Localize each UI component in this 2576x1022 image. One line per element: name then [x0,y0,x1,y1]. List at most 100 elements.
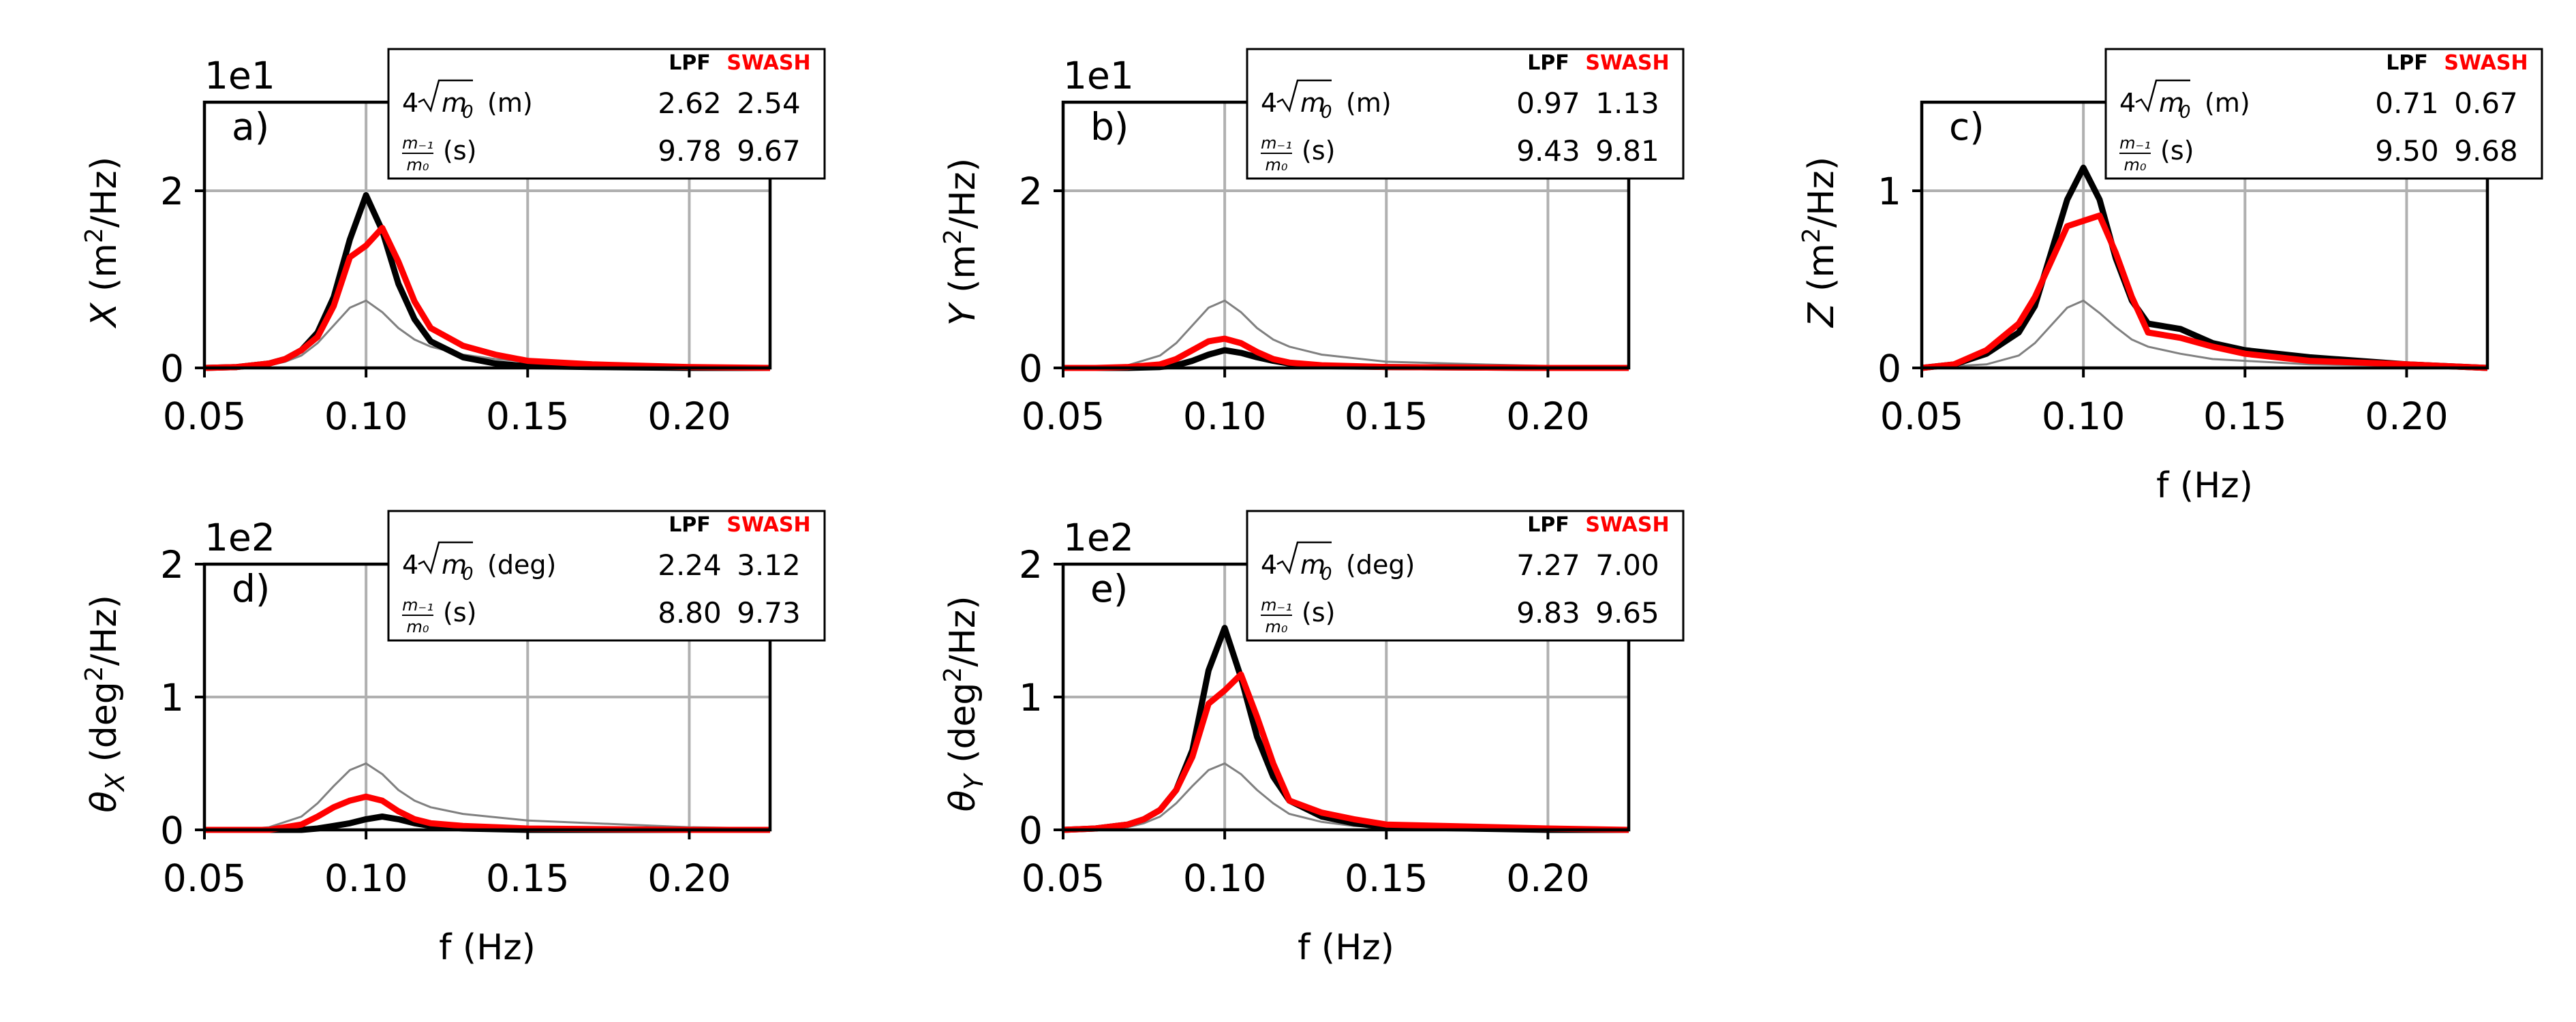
sqrt-sign-icon [1276,79,1332,113]
fraction-numerator: m₋₁ [402,595,433,615]
y-axis-label: X (m2/Hz) [80,157,125,329]
y-tick-label: 0 [160,809,184,852]
table-header-lpf: LPF [2386,51,2428,75]
stats-table-box [1246,48,1685,180]
x-tick-label: 0.15 [2203,394,2286,438]
stats-table: LPF SWASH 4 m0 (deg) 2.24 3.12 m₋₁ m₀ (s) 8.80 9.73 [387,510,826,642]
table-value-lpf: 9.78 [658,134,722,168]
table-value-swash: 1.13 [1595,87,1659,120]
chart-panel-d: 0.05 0.10 0.15 0.20 0 1 2 θX (deg2/Hz) 1e2 f (Hz)… [80,510,826,968]
stats-table: LPF SWASH 4 m0 (deg) 7.27 7.00 m₋₁ m₀ (s) 9.83 9.65 [1246,510,1685,642]
x-tick-label: 0.05 [163,394,246,438]
x-tick-label: 0.20 [1506,856,1589,900]
x-tick-label: 0.15 [486,394,569,438]
x-tick-label: 0.15 [1345,394,1428,438]
table-value-swash: 9.65 [1595,596,1659,630]
table-value-lpf: 2.24 [658,548,722,582]
stats-table-box [387,48,826,180]
table-header-swash: SWASH [1585,51,1669,75]
y-tick-label: 2 [160,543,184,587]
fraction-numerator: m₋₁ [1261,595,1292,615]
table-value-swash: 9.67 [737,134,801,168]
y-tick-label: 1 [160,676,184,719]
panel-tag: e) [1090,567,1128,610]
x-tick-label: 0.10 [324,856,408,900]
chart-panel-a: 0.05 0.10 0.15 0.20 0 2 X (m2/Hz) 1e1 a) LPF SWASH… [80,48,826,438]
sqrt-sign-icon [1276,541,1332,575]
panel-tag: d) [232,567,270,610]
x-axis-label: f (Hz) [2156,465,2253,506]
fraction-denominator: m₀ [407,155,429,174]
fraction-denominator: m₀ [1266,155,1288,174]
series-line-reference [1921,299,2488,369]
table-header-swash: SWASH [2444,51,2528,75]
table-value-swash: 2.54 [737,87,801,120]
axis-exponent-label: 1e2 [1063,516,1134,559]
chart-panel-b: 0.05 0.10 0.15 0.20 0 2 Y (m2/Hz) 1e1 b) LPF SWASH… [939,48,1685,438]
panel-tag: a) [232,105,269,149]
stats-table: LPF SWASH 4 m0 (m) 2.62 2.54 m₋₁ m₀ (s) 9.78 9.67 [387,48,826,180]
axis-exponent-label: 1e1 [204,54,275,97]
row-label-prefix: 4 [402,550,418,580]
fraction-denominator: m₀ [407,617,429,636]
sqrt-sign-icon [2135,79,2190,113]
table-value-swash: 7.00 [1595,548,1659,582]
series-line-lpf [1062,625,1629,833]
row-label-unit: (deg) [1346,550,1415,580]
fraction-numerator: m₋₁ [2119,134,2151,153]
stats-table: LPF SWASH 4 m0 (m) 0.71 0.67 m₋₁ m₀ (s) 9.50 9.68 [2104,48,2543,180]
series-line-lpf [204,192,770,371]
y-axis-label: θY (deg2/Hz) [939,596,989,812]
panel-tag: b) [1090,105,1129,149]
sqrt-sign-icon [418,79,473,113]
table-value-lpf: 8.80 [658,596,722,630]
fraction-denominator: m₀ [2124,155,2147,174]
x-tick-label: 0.10 [2042,394,2125,438]
x-tick-label: 0.15 [486,856,569,900]
y-tick-label: 0 [1019,347,1043,390]
series-line-reference [204,762,771,831]
row-label-unit: (s) [1302,598,1335,628]
series-line-reference [1062,299,1629,369]
row-label-radicand: m [442,88,467,118]
table-header-swash: SWASH [726,513,810,537]
series-line-lpf [1921,164,2488,371]
table-value-lpf: 9.50 [2375,134,2439,168]
x-tick-label: 0.20 [647,394,731,438]
row-label-prefix: 4 [402,88,418,118]
table-header-lpf: LPF [669,51,711,75]
x-tick-label: 0.05 [1022,394,1105,438]
row-label-unit: (m) [487,88,533,118]
axis-exponent-label: 1e2 [204,516,275,559]
row-label-subscript: 0 [462,564,474,585]
row-label-radicand: m [2159,88,2184,118]
sqrt-sign-icon [418,541,473,575]
table-value-swash: 9.68 [2454,134,2518,168]
x-tick-label: 0.05 [163,856,246,900]
x-axis-label: f (Hz) [1298,927,1394,968]
table-value-lpf: 2.62 [658,87,722,120]
table-value-lpf: 9.83 [1516,596,1580,630]
row-label-prefix: 4 [2119,88,2136,118]
y-tick-label: 2 [1019,543,1043,587]
y-tick-label: 1 [1877,170,1901,213]
y-tick-label: 0 [160,347,184,390]
y-tick-label: 2 [160,170,184,213]
y-tick-label: 1 [1019,676,1043,719]
row-label-radicand: m [442,550,467,580]
stats-table-box [2104,48,2543,180]
y-axis-label: θX (deg2/Hz) [80,595,130,813]
table-value-lpf: 0.71 [2375,87,2439,120]
row-label-radicand: m [1300,550,1325,580]
row-label-prefix: 4 [1261,88,1277,118]
table-header-swash: SWASH [726,51,810,75]
table-value-swash: 3.12 [737,548,801,582]
stats-table-box [387,510,826,642]
row-label-unit: (s) [443,136,476,166]
row-label-unit: (s) [1302,136,1335,166]
series-line-swash [1063,335,1629,371]
x-tick-label: 0.10 [1183,394,1266,438]
table-header-lpf: LPF [669,513,711,537]
y-axis-label: Y (m2/Hz) [939,158,983,326]
x-tick-label: 0.20 [2365,394,2448,438]
